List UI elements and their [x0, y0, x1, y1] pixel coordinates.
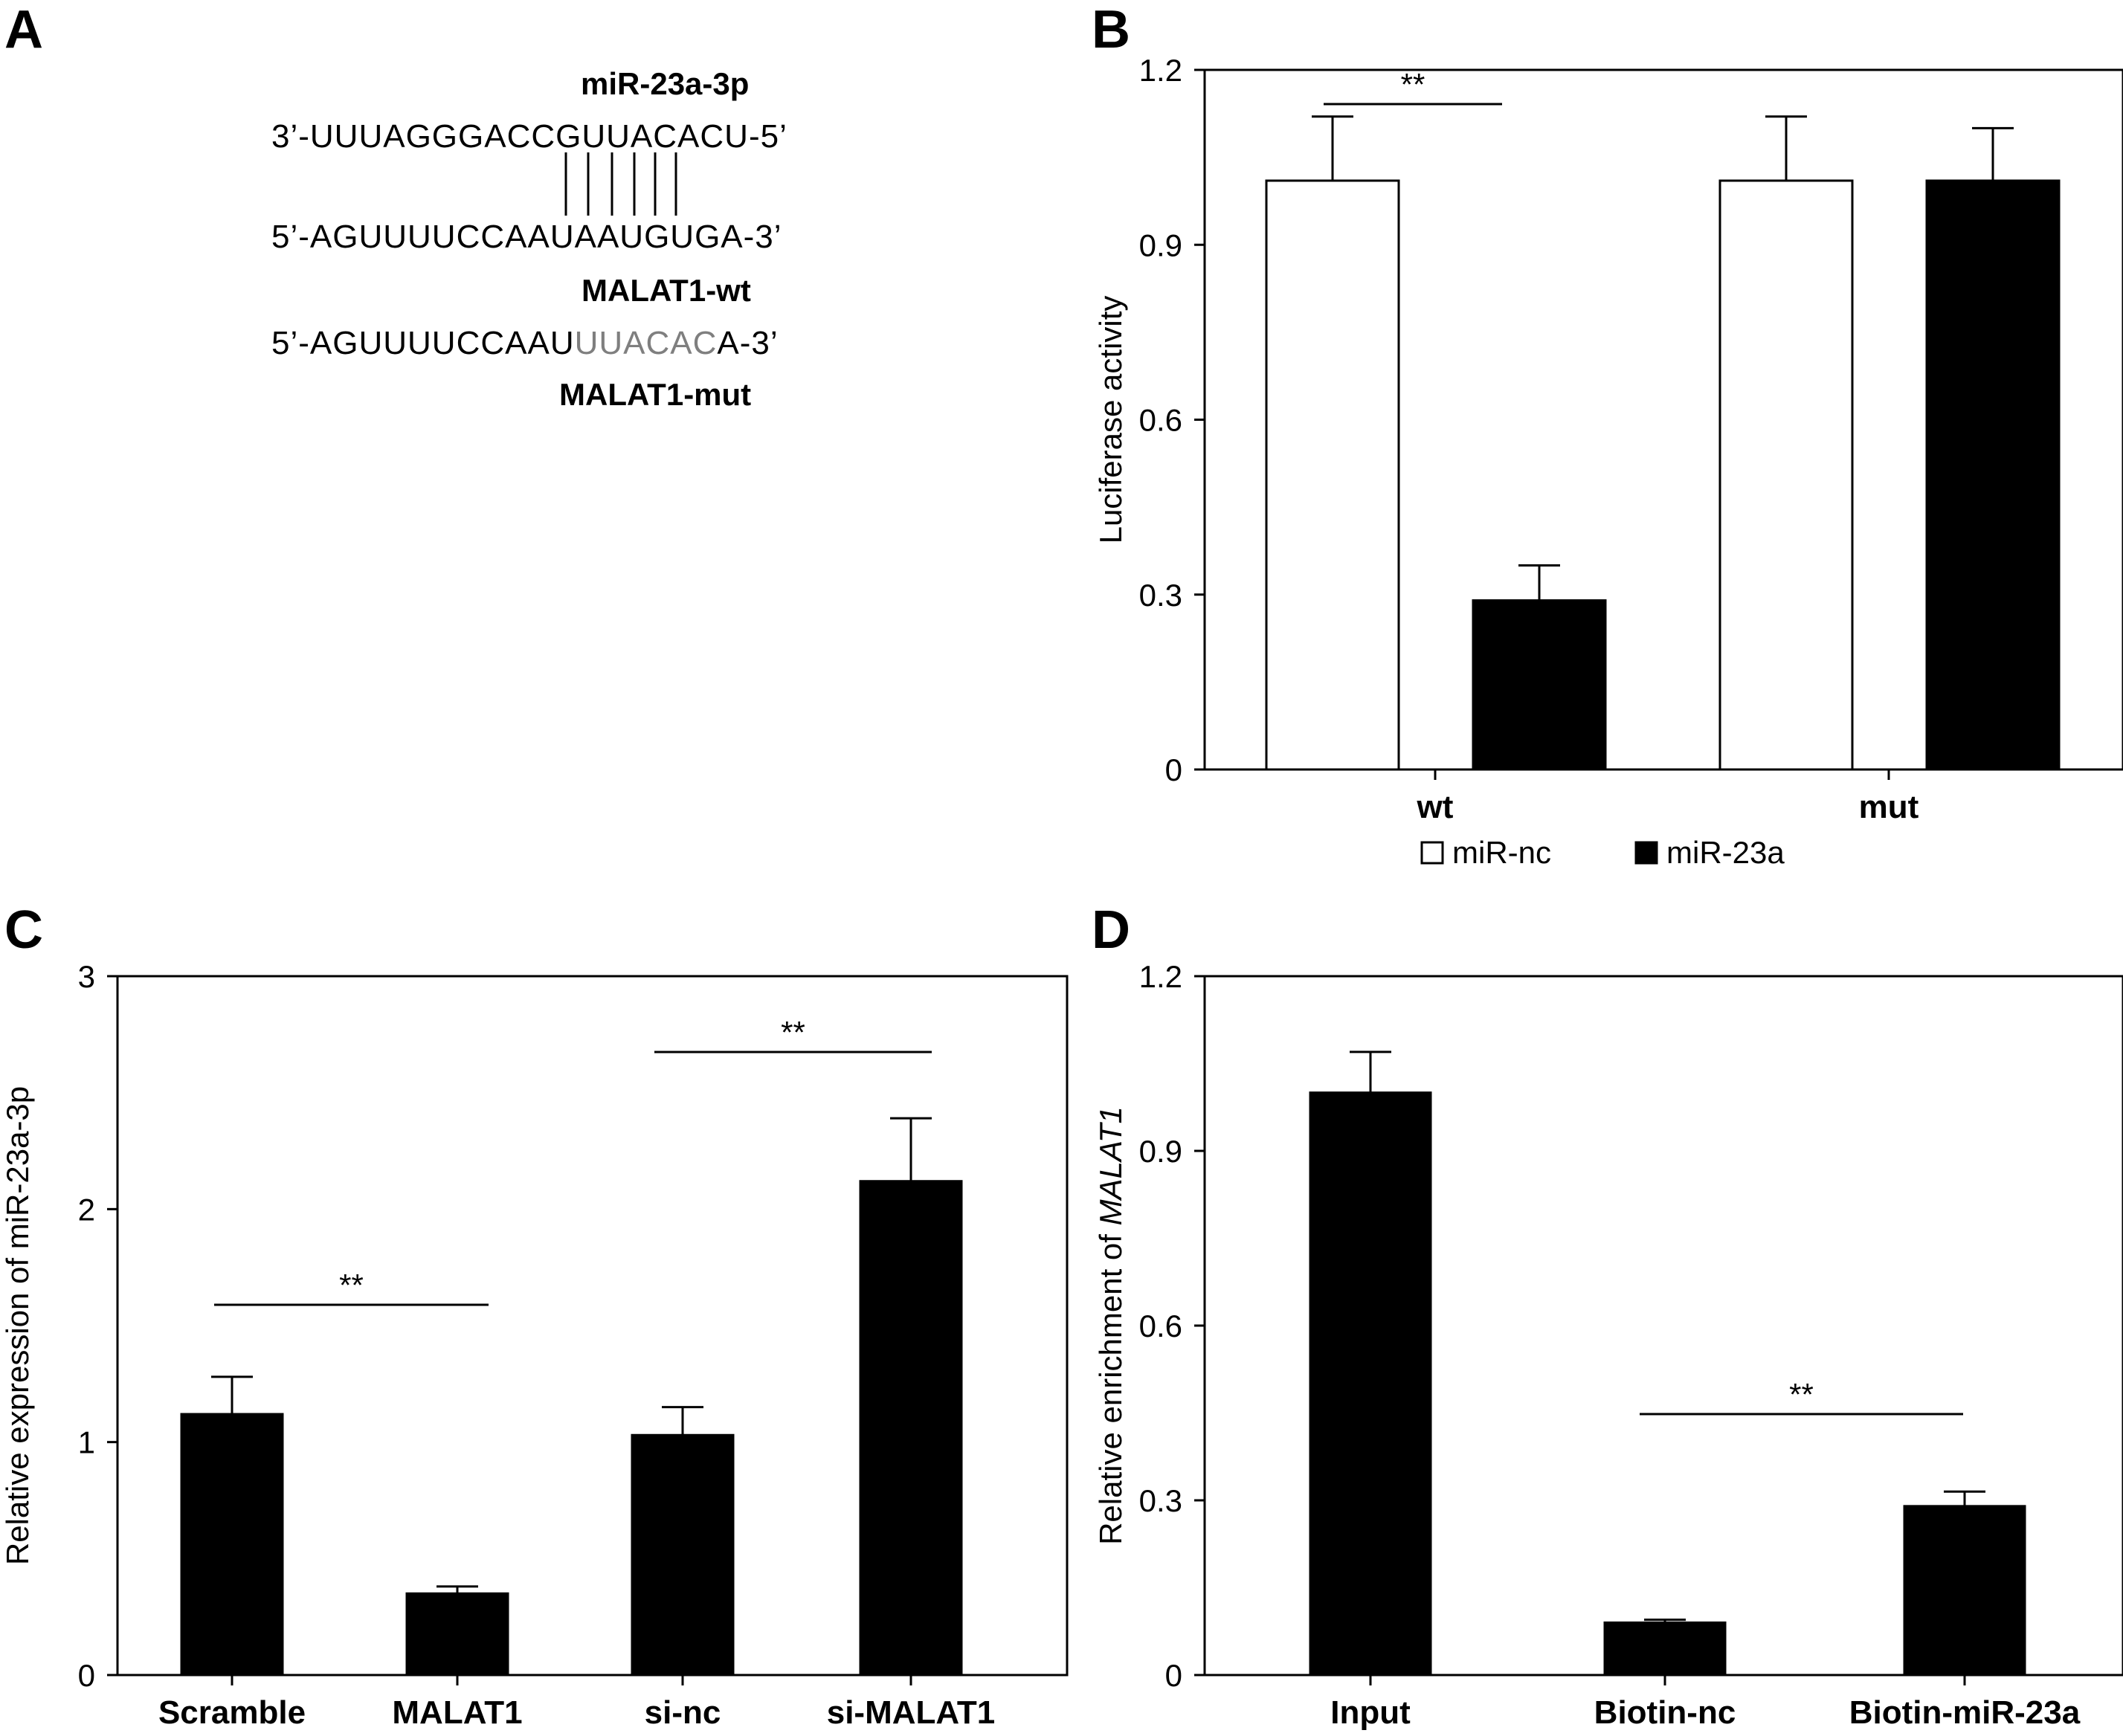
y-tick-label-c: 3: [78, 959, 95, 994]
y-tick-label-c: 0: [78, 1658, 95, 1693]
significance-bar-c2-label: **: [781, 1015, 805, 1050]
x-tick-label-c: si-MALAT1: [827, 1694, 996, 1731]
mut-sequence-suffix: A-3’: [717, 325, 779, 361]
mirna-label: miR-23a-3p: [581, 66, 750, 101]
bar-miR-nc-mut: [1718, 179, 1854, 771]
mut-label: MALAT1-mut: [559, 377, 752, 412]
bar-si-MALAT1: [859, 1180, 963, 1677]
x-tick-label-c: Scramble: [158, 1694, 306, 1731]
x-tick-label-b: mut: [1859, 789, 1919, 825]
bar-miR-nc-wt: [1265, 179, 1400, 771]
y-tick-label-c: 2: [78, 1192, 95, 1227]
wt-label: MALAT1-wt: [582, 273, 751, 308]
y-tick-label-b: 0.9: [1139, 228, 1182, 262]
significance-bar-b-label: **: [1401, 67, 1425, 102]
y-tick-label-b: 0: [1165, 752, 1182, 787]
legend-swatch-mir-nc: [1420, 841, 1444, 865]
bar-Biotin-miR-23a: [1903, 1505, 2026, 1677]
bar-Scramble: [180, 1413, 284, 1677]
luciferase-chart: 0 0.3 0.6 0.9 1.2 Luciferase activity wt mut ** m…: [1093, 53, 2123, 870]
y-tick-label-b: 0.3: [1139, 578, 1182, 613]
x-tick-label-d: Biotin-miR-23a: [1849, 1694, 2081, 1731]
plot-frame-c: [116, 975, 1069, 1677]
legend-label-mir-nc: miR-nc: [1452, 835, 1551, 870]
legend-label-mir-23a: miR-23a: [1666, 835, 1785, 870]
bar-MALAT1: [405, 1592, 509, 1677]
mut-sequence: 5’-AGUUUUCCAAUUUACACA-3’: [271, 327, 779, 360]
x-tick-label-d: Input: [1330, 1694, 1411, 1731]
panel-c-letter: C: [4, 900, 43, 960]
y-axis-label-d: Relative enrichment of MALAT1: [1093, 1106, 1128, 1545]
bar-Input: [1309, 1091, 1432, 1677]
x-tick-label-b: wt: [1417, 789, 1454, 825]
y-tick-label-c: 1: [78, 1425, 95, 1460]
y-tick-label-d: 0.6: [1139, 1309, 1182, 1343]
y-tick-label-d: 0: [1165, 1658, 1182, 1693]
malat1-enrichment-chart: 0 0.3 0.6 0.9 1.2 Relative enrichment of MALA…: [1093, 959, 2123, 1731]
mut-sequence-prefix: 5’-AGUUUUCCAAU: [271, 325, 575, 361]
panel-d-letter: D: [1092, 900, 1130, 960]
y-tick-label-d: 1.2: [1139, 959, 1182, 994]
x-tick-label-c: si-nc: [645, 1694, 721, 1731]
significance-bar-c1-label: **: [339, 1268, 364, 1303]
bar-miR-23a-wt: [1472, 599, 1607, 771]
y-axis-label-d-text: Relative enrichment of: [1093, 1225, 1128, 1545]
y-tick-label-d: 0.9: [1139, 1134, 1182, 1169]
x-tick-label-c: MALAT1: [392, 1694, 522, 1731]
y-tick-label-b: 0.6: [1139, 403, 1182, 438]
y-axis-label-d-gene: MALAT1: [1093, 1106, 1128, 1225]
y-tick-label-d: 0.3: [1139, 1483, 1182, 1518]
wt-sequence: 5’-AGUUUUCCAAUAAUGUGA-3’: [271, 219, 782, 255]
mirna-sequence: 3’-UUUAGGGACCGUUACACU-5’: [271, 118, 787, 155]
mut-sequence-mutated: UUACAC: [574, 325, 718, 361]
y-tick-label-b: 1.2: [1139, 53, 1182, 88]
x-tick-label-d: Biotin-nc: [1594, 1694, 1736, 1731]
bar-miR-23a-mut: [1925, 179, 2061, 771]
panel-b-letter: B: [1092, 0, 1130, 59]
legend-swatch-mir-23a: [1634, 841, 1658, 865]
y-axis-label-b: Luciferase activity: [1093, 296, 1128, 544]
significance-bar-d-label: **: [1789, 1377, 1814, 1412]
y-axis-label-c: Relative expression of miR-23a-3p: [0, 1086, 35, 1565]
panel-a-letter: A: [4, 0, 43, 59]
mir23a-expression-chart: 0 1 2 3 Relative expression of miR-23a-3p Scr…: [0, 959, 1069, 1731]
bar-si-nc: [631, 1433, 735, 1677]
bar-Biotin-nc: [1603, 1622, 1727, 1677]
